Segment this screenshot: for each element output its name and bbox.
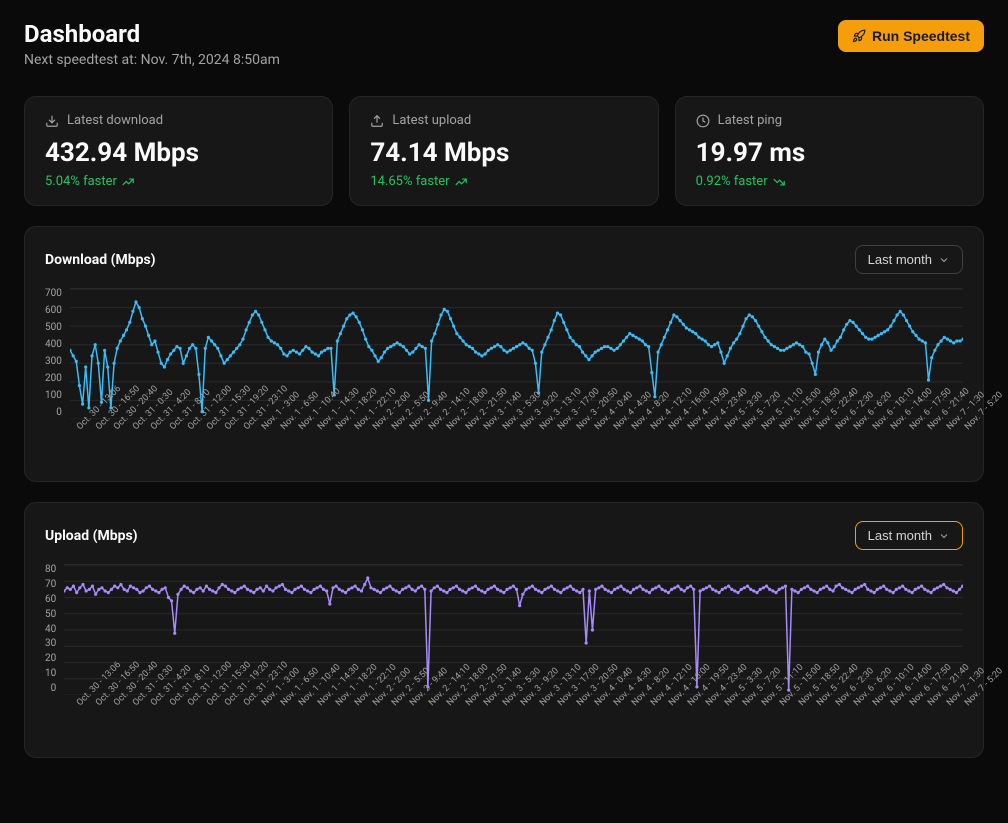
download-icon (45, 114, 59, 128)
trend-up-icon (121, 175, 135, 189)
download-range-label: Last month (868, 252, 932, 267)
ping-card-value: 19.97 ms (696, 138, 963, 168)
upload-range-select[interactable]: Last month (855, 521, 963, 550)
download-x-axis: Oct. 30 - 13:06Oct. 30 - 16:50Oct. 30 - … (75, 419, 963, 475)
run-speedtest-label: Run Speedtest (872, 28, 970, 44)
ping-card-delta: 0.92% faster (696, 174, 768, 189)
page-title: Dashboard (24, 20, 280, 48)
chevron-down-icon (938, 530, 950, 542)
chevron-down-icon (938, 254, 950, 266)
download-range-select[interactable]: Last month (855, 245, 963, 274)
ping-card-label: Latest ping (718, 113, 782, 128)
upload-x-axis: Oct. 30 - 13:06Oct. 30 - 16:50Oct. 30 - … (75, 695, 963, 751)
run-speedtest-button[interactable]: Run Speedtest (838, 20, 984, 52)
rocket-icon (852, 29, 866, 43)
upload-chart-title: Upload (Mbps) (45, 528, 138, 544)
download-chart-title: Download (Mbps) (45, 252, 156, 268)
upload-icon (370, 114, 384, 128)
upload-range-label: Last month (868, 528, 932, 543)
download-card-label: Latest download (67, 113, 163, 128)
upload-card: Latest upload 74.14 Mbps 14.65% faster (349, 96, 658, 206)
upload-card-label: Latest upload (392, 113, 471, 128)
upload-card-delta: 14.65% faster (370, 174, 449, 189)
upload-y-axis: 80706050403020100 (45, 564, 64, 694)
ping-card: Latest ping 19.97 ms 0.92% faster (675, 96, 984, 206)
download-card-value: 432.94 Mbps (45, 138, 312, 168)
next-speedtest-label: Next speedtest at: Nov. 7th, 2024 8:50am (24, 52, 280, 68)
download-y-axis: 7006005004003002001000 (45, 288, 70, 418)
clock-icon (696, 114, 710, 128)
upload-card-value: 74.14 Mbps (370, 138, 637, 168)
trend-up-icon (454, 175, 468, 189)
upload-chart-panel: Upload (Mbps) Last month 807060504030201… (24, 502, 984, 758)
download-chart-panel: Download (Mbps) Last month 7006005004003… (24, 226, 984, 482)
download-card-delta: 5.04% faster (45, 174, 117, 189)
trend-down-icon (772, 175, 786, 189)
download-card: Latest download 432.94 Mbps 5.04% faster (24, 96, 333, 206)
